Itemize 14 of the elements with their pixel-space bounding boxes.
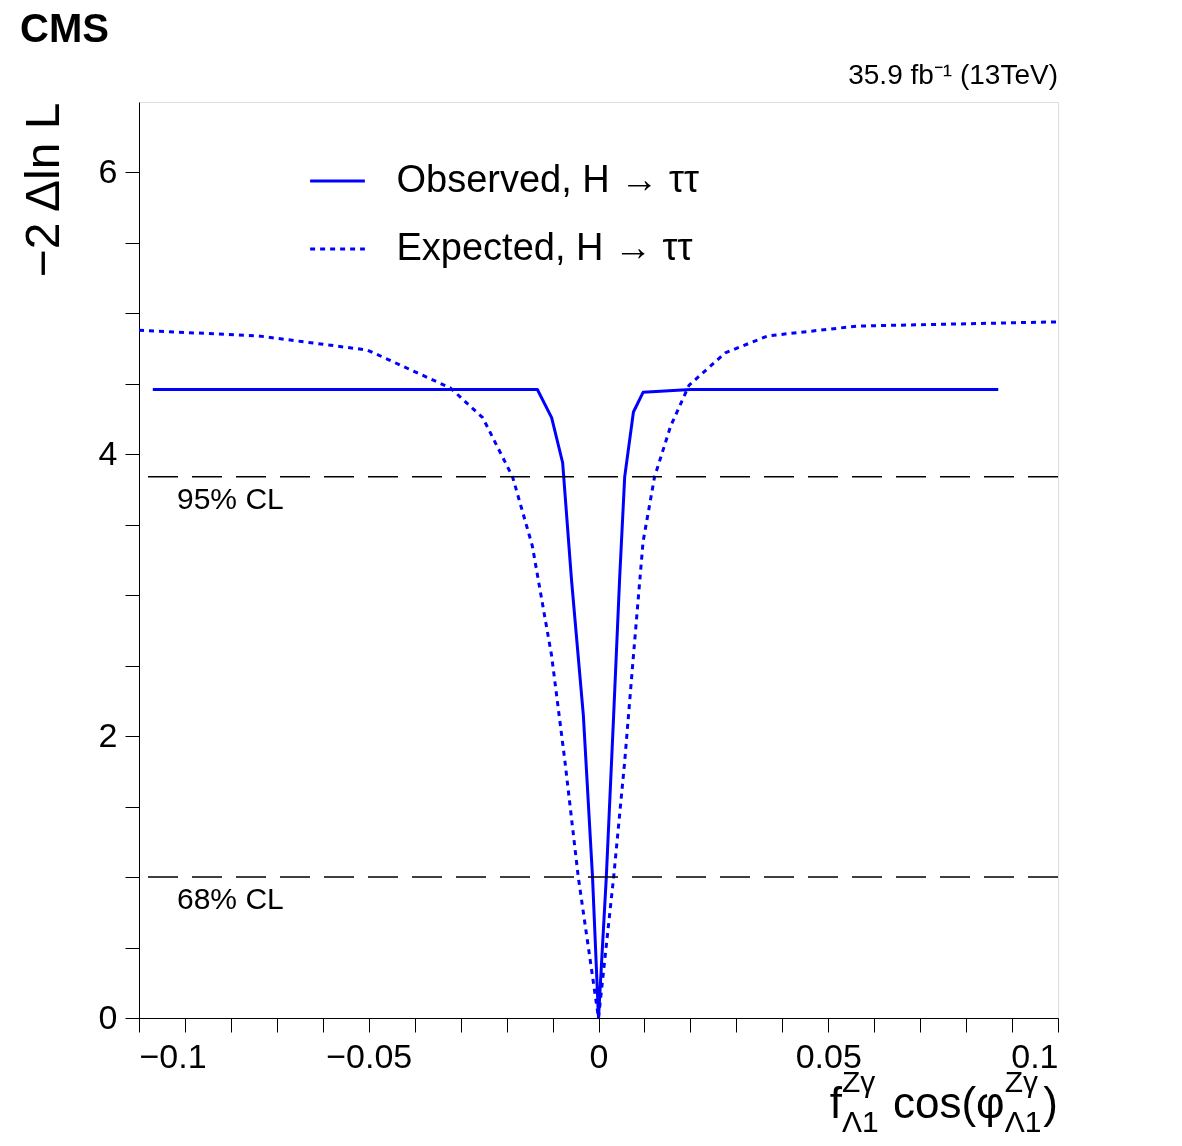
text: 35.9 fb⁻¹ (13TeV) [848, 59, 1058, 90]
ref-line-label: 68% CL [177, 882, 284, 916]
y-tick-label: 0 [98, 997, 118, 1036]
ref-line-label: 95% CL [177, 481, 284, 515]
y-tick-label: 2 [98, 715, 118, 754]
y-tick-label: 4 [98, 433, 118, 472]
x-tick-label: −0.05 [326, 1036, 413, 1075]
y-tick-label: 6 [98, 151, 118, 190]
legend-label: Observed, H → ττ [396, 158, 699, 200]
x-tick-label: −0.1 [139, 1036, 207, 1075]
chart-title: CMS [20, 6, 109, 50]
y-axis-title: −2 Δln L [15, 102, 69, 278]
x-tick-label: 0 [589, 1036, 609, 1075]
legend-label: Expected, H → ττ [396, 226, 693, 268]
